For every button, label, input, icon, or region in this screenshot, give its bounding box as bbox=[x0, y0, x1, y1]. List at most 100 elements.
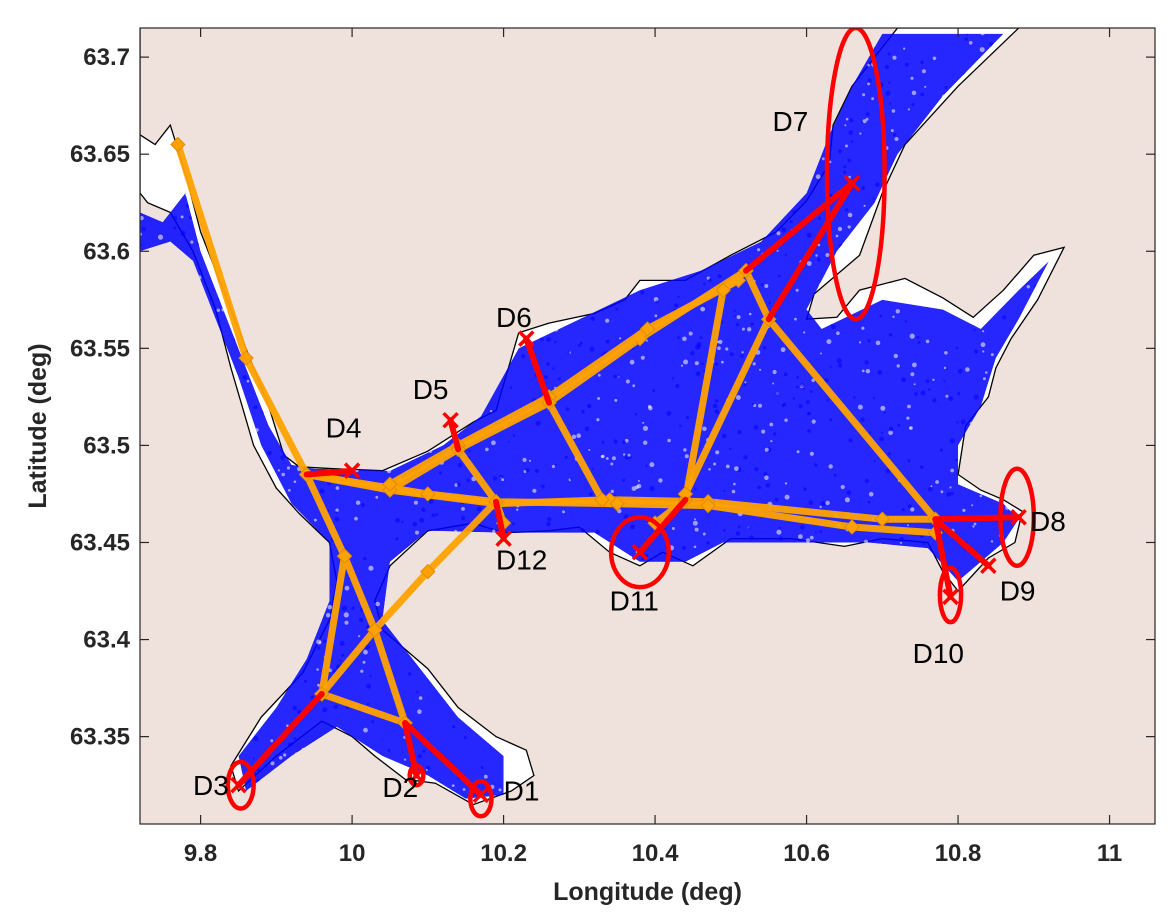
observation-point bbox=[649, 462, 655, 468]
observation-point bbox=[885, 468, 891, 474]
observation-point bbox=[567, 350, 571, 354]
observation-point bbox=[317, 683, 320, 687]
observation-point bbox=[640, 290, 645, 295]
observation-point bbox=[641, 557, 644, 561]
observation-point bbox=[715, 362, 719, 366]
destination-label: D8 bbox=[1030, 506, 1066, 537]
observation-point bbox=[932, 56, 937, 61]
observation-point bbox=[242, 375, 247, 380]
observation-point bbox=[577, 343, 582, 347]
observation-point bbox=[173, 226, 177, 230]
observation-point bbox=[419, 517, 425, 523]
route-waypoint bbox=[238, 350, 254, 366]
observation-point bbox=[334, 516, 340, 522]
observation-point bbox=[489, 409, 493, 413]
observation-point bbox=[319, 488, 325, 494]
observation-point bbox=[339, 641, 345, 646]
observation-point bbox=[794, 317, 797, 321]
observation-point bbox=[776, 231, 781, 236]
observation-point bbox=[491, 440, 496, 446]
observation-point bbox=[796, 450, 800, 454]
destination-label: D4 bbox=[326, 413, 362, 444]
observation-point bbox=[415, 530, 419, 535]
observation-point bbox=[658, 478, 663, 483]
observation-point bbox=[685, 415, 690, 420]
observation-point bbox=[580, 528, 585, 533]
observation-point bbox=[431, 513, 436, 517]
observation-point bbox=[333, 704, 338, 709]
observation-point bbox=[893, 353, 898, 359]
observation-point bbox=[570, 478, 573, 481]
observation-point bbox=[928, 388, 931, 391]
observation-point bbox=[587, 404, 590, 407]
observation-point bbox=[930, 485, 933, 488]
observation-point bbox=[813, 463, 818, 467]
observation-point bbox=[911, 90, 917, 96]
observation-point bbox=[877, 370, 883, 375]
observation-point bbox=[736, 395, 741, 400]
observation-point bbox=[875, 340, 881, 346]
observation-point bbox=[253, 405, 258, 410]
observation-point bbox=[943, 366, 947, 370]
observation-point bbox=[740, 354, 744, 358]
destination-marker bbox=[495, 530, 512, 547]
observation-point bbox=[516, 508, 519, 511]
observation-point bbox=[825, 253, 830, 257]
observation-point bbox=[286, 724, 289, 727]
observation-point bbox=[157, 234, 164, 240]
observation-point bbox=[776, 529, 782, 535]
observation-point bbox=[757, 485, 762, 490]
observation-point bbox=[313, 518, 317, 522]
observation-point bbox=[718, 339, 723, 344]
observation-point bbox=[649, 485, 655, 492]
destination-marker bbox=[631, 543, 649, 561]
observation-point bbox=[864, 360, 869, 365]
observation-point bbox=[359, 617, 364, 623]
destination-label: D10 bbox=[913, 638, 964, 669]
observation-point bbox=[829, 418, 833, 422]
observation-point bbox=[344, 585, 350, 591]
observation-point bbox=[327, 604, 333, 610]
observation-point bbox=[780, 347, 786, 353]
x-tick-label: 11 bbox=[1097, 840, 1122, 867]
observation-point bbox=[763, 472, 768, 476]
observation-point bbox=[173, 216, 177, 220]
observation-point bbox=[973, 349, 979, 354]
observation-point bbox=[879, 314, 883, 318]
observation-point bbox=[758, 403, 762, 408]
observation-point bbox=[784, 253, 787, 256]
observation-point bbox=[287, 742, 293, 747]
destination-labels: D1 D2 D3 D4 D5 D6 D7 D8 D9 D10 D11 D12 bbox=[193, 106, 1066, 807]
observation-point bbox=[821, 157, 825, 161]
observation-point bbox=[395, 518, 400, 523]
observation-point bbox=[369, 674, 372, 678]
observation-point bbox=[887, 52, 891, 56]
observation-point bbox=[729, 447, 732, 451]
observation-point bbox=[867, 82, 870, 86]
route-waypoint bbox=[420, 486, 436, 502]
route-waypoint bbox=[874, 511, 891, 527]
observation-point bbox=[629, 359, 635, 365]
observation-point bbox=[683, 359, 689, 365]
observation-point bbox=[925, 379, 930, 383]
observation-point bbox=[702, 532, 706, 536]
observation-point bbox=[772, 369, 777, 375]
observation-point bbox=[954, 458, 958, 462]
observation-point bbox=[737, 525, 741, 529]
observation-point bbox=[652, 389, 656, 392]
observation-point bbox=[943, 379, 946, 382]
observation-point bbox=[630, 524, 635, 530]
observation-point bbox=[750, 322, 754, 326]
observation-point bbox=[733, 309, 736, 312]
observation-point bbox=[714, 399, 719, 403]
observation-point bbox=[702, 426, 707, 432]
observation-point bbox=[847, 158, 852, 163]
observation-point bbox=[140, 216, 144, 221]
observation-point bbox=[935, 480, 939, 484]
observation-point bbox=[825, 500, 830, 506]
branch-line bbox=[523, 335, 552, 406]
observation-point bbox=[625, 379, 630, 384]
destination-marker bbox=[1010, 509, 1027, 526]
observation-point bbox=[764, 475, 769, 481]
